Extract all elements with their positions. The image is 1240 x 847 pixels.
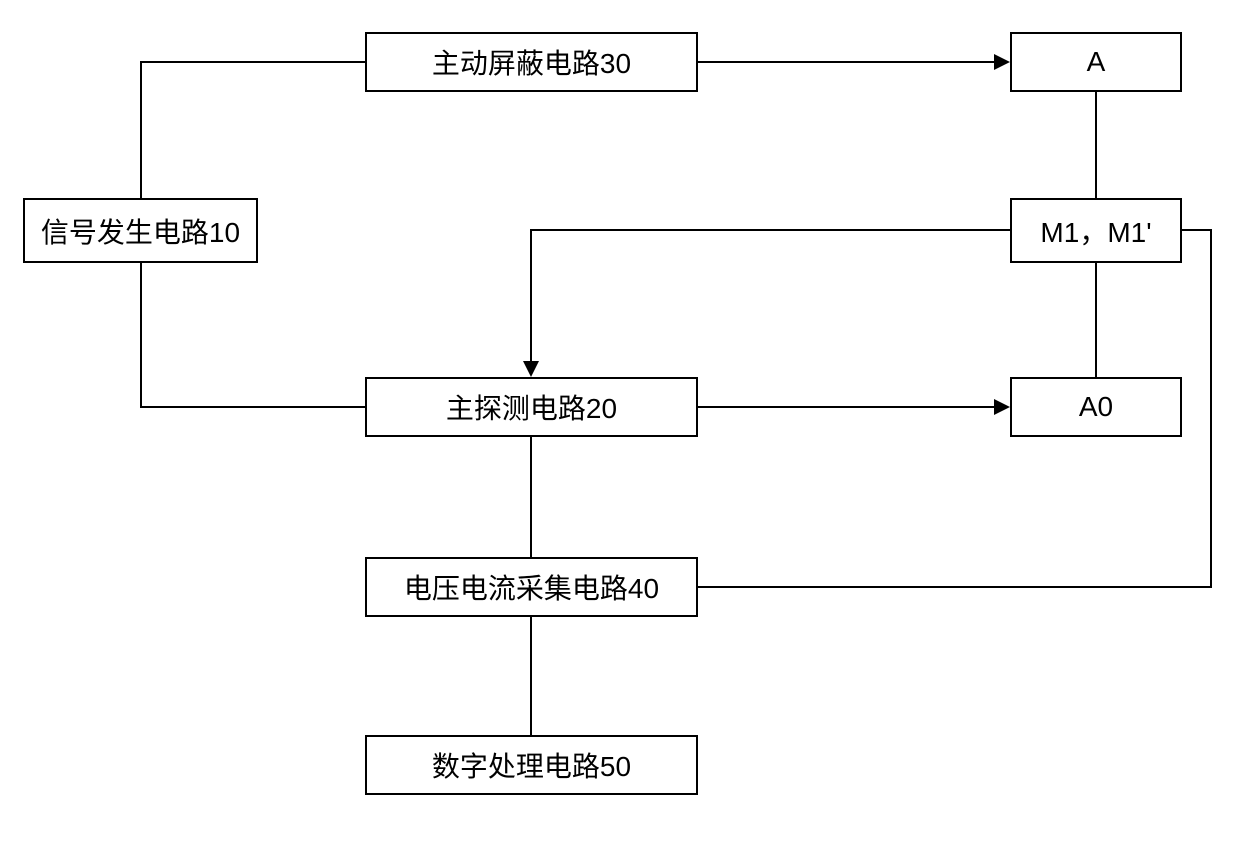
voltage-current-label: 电压电流采集电路40	[404, 567, 659, 607]
digital-processing-node: 数字处理电路50	[365, 735, 698, 795]
node-a-label: A	[1087, 46, 1106, 78]
edge-md-a0	[698, 406, 994, 408]
active-shield-label: 主动屏蔽电路30	[432, 42, 631, 82]
edge-sg-as-v	[140, 62, 142, 198]
edge-vc-dp	[530, 617, 532, 735]
edge-m1-vc-v	[1210, 229, 1212, 588]
edge-m1-md-h	[530, 229, 1010, 231]
edge-m1-md-arrow	[523, 361, 539, 377]
node-m1-label: M1，M1'	[1040, 211, 1151, 251]
edge-a-m1	[1095, 92, 1097, 198]
edge-md-vc	[530, 437, 532, 557]
signal-generator-label: 信号发生电路10	[41, 211, 240, 251]
signal-generator-node: 信号发生电路10	[23, 198, 258, 263]
node-a0-label: A0	[1079, 391, 1113, 423]
node-a: A	[1010, 32, 1182, 92]
edge-sg-md-v	[140, 263, 142, 408]
digital-processing-label: 数字处理电路50	[432, 745, 631, 785]
edge-md-a0-arrow	[994, 399, 1010, 415]
edge-m1-md-v	[530, 229, 532, 361]
voltage-current-node: 电压电流采集电路40	[365, 557, 698, 617]
edge-as-a	[698, 61, 994, 63]
node-a0: A0	[1010, 377, 1182, 437]
main-detection-node: 主探测电路20	[365, 377, 698, 437]
main-detection-label: 主探测电路20	[446, 387, 617, 427]
edge-m1-vc-h1	[1182, 229, 1212, 231]
edge-sg-md-h	[140, 406, 365, 408]
edge-m1-vc-h2	[698, 586, 1212, 588]
node-m1: M1，M1'	[1010, 198, 1182, 263]
edge-sg-as-h	[140, 61, 365, 63]
edge-m1-a0	[1095, 263, 1097, 377]
active-shield-node: 主动屏蔽电路30	[365, 32, 698, 92]
edge-as-a-arrow	[994, 54, 1010, 70]
